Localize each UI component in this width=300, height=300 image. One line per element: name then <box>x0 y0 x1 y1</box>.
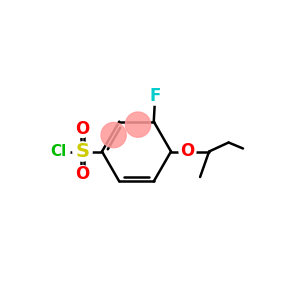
Circle shape <box>125 112 151 137</box>
Circle shape <box>47 140 70 163</box>
Text: O: O <box>75 120 90 138</box>
Text: Cl: Cl <box>50 144 67 159</box>
Circle shape <box>179 143 196 160</box>
Circle shape <box>73 142 92 161</box>
Circle shape <box>74 166 91 182</box>
Text: S: S <box>76 142 89 161</box>
Circle shape <box>74 121 91 137</box>
Circle shape <box>101 122 126 148</box>
Text: O: O <box>180 142 195 160</box>
Text: F: F <box>150 87 161 105</box>
Text: O: O <box>75 165 90 183</box>
Circle shape <box>146 87 164 105</box>
